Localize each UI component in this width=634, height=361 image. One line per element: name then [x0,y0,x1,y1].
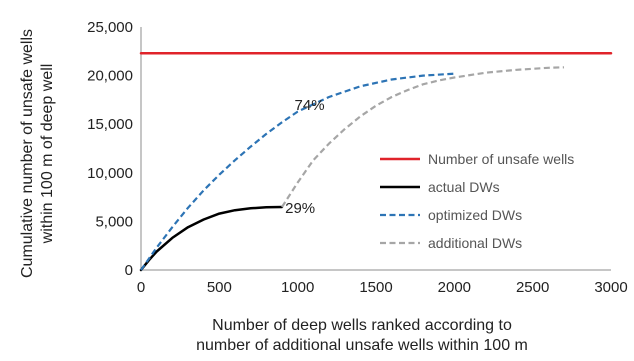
legend-label: Number of unsafe wells [428,151,574,167]
y-tick-label: 20,000 [87,68,133,85]
x-axis-title: Number of deep wells ranked according to… [196,317,528,354]
y-tick-label: 15,000 [87,116,133,133]
series-line-actual-dws [139,205,284,272]
legend: Number of unsafe wells actual DWs optimize… [380,151,574,251]
x-tick-label: 3000 [594,279,627,296]
y-tick-label: 5,000 [95,213,133,230]
x-tick-label: 0 [137,279,145,296]
annotations: 74% 29% [285,97,324,217]
x-axis-title-line: Number of deep wells ranked according to [212,317,512,334]
y-axis-title: Cumulative number of unsafe wells within … [19,29,56,278]
y-tick-label: 10,000 [87,165,133,182]
y-tick-label: 0 [125,262,133,279]
legend-label: actual DWs [428,179,500,195]
x-tick-label: 2500 [516,279,549,296]
x-tick-label: 2000 [438,279,471,296]
tick-labels: 0 5,000 10,000 15,000 20,000 25,000 0 500 1000 15… [87,19,628,296]
series-line-additional-dws [281,66,565,208]
annotation-label: 74% [295,97,325,114]
x-tick-label: 1000 [281,279,314,296]
y-axis-title-line: within 100 m of deep well [39,64,56,245]
legend-label: additional DWs [428,235,522,251]
x-tick-label: 500 [207,279,232,296]
series-lines [139,51,613,272]
x-tick-label: 1500 [359,279,392,296]
y-axis-title-line: Cumulative number of unsafe wells [19,29,36,278]
annotation-label: 29% [285,200,315,217]
x-axis-title-line: number of additional unsafe wells within… [196,337,528,354]
axes [140,27,611,271]
series-line-optimized-dws [140,72,455,271]
legend-label: optimized DWs [428,207,522,223]
y-tick-label: 25,000 [87,19,133,36]
